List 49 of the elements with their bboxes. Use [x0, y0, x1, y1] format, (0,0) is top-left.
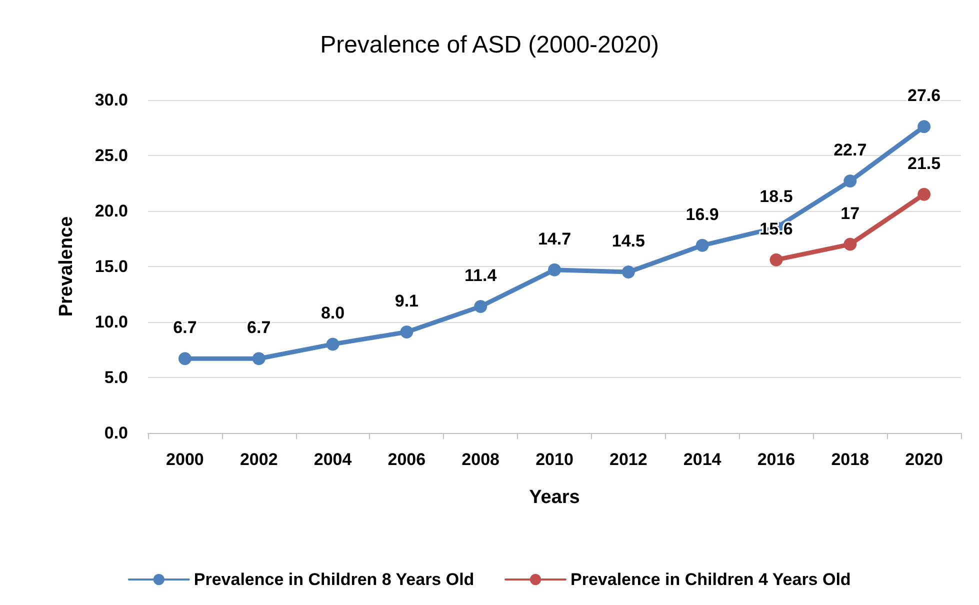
data-label: 27.6 [908, 86, 941, 106]
data-label: 6.7 [247, 318, 271, 338]
point [178, 352, 192, 366]
point [844, 174, 857, 188]
point [918, 120, 931, 134]
point [474, 300, 488, 313]
point [622, 266, 635, 279]
x-tick-label: 2020 [905, 450, 943, 469]
x-tick-label: 2002 [240, 450, 278, 469]
data-label: 14.7 [538, 229, 572, 248]
data-label: 8.0 [320, 304, 345, 323]
data-label: 9.1 [394, 291, 418, 310]
x-tick-label: 2008 [462, 450, 500, 469]
data-label: 16.9 [686, 204, 719, 224]
x-tick-label: 2004 [314, 450, 352, 469]
x-tick-label: 2000 [166, 450, 204, 469]
point [696, 238, 709, 252]
data-label: 22.7 [834, 140, 867, 160]
legend-label: Prevalence in Children 8 Years Old [194, 570, 474, 589]
point [326, 338, 340, 351]
data-label: 6.7 [173, 318, 197, 338]
y-tick-label: 0.0 [104, 424, 128, 442]
data-label: 21.5 [908, 154, 941, 173]
point [548, 263, 561, 276]
data-label: 17 [840, 204, 860, 223]
y-axis-title: Prevalence [56, 216, 77, 317]
data-label: 14.5 [612, 232, 645, 251]
x-axis-title: Years [529, 487, 580, 508]
x-tick-label: 2016 [757, 450, 796, 469]
x-tick-label: 2018 [831, 450, 870, 469]
point [252, 352, 266, 366]
y-tick-label: 5.0 [104, 368, 128, 387]
point [770, 253, 783, 266]
y-tick-label: 10.0 [94, 312, 128, 332]
point [844, 238, 857, 251]
point [400, 325, 414, 338]
y-tick-label: 15.0 [94, 257, 128, 276]
legend-label: Prevalence in Children 4 Years Old [570, 570, 851, 589]
x-tick-label: 2012 [609, 450, 648, 469]
data-label: 18.5 [760, 187, 793, 206]
data-label: 11.4 [464, 266, 498, 285]
chart-title: Prevalence of ASD (2000-2020) [320, 32, 659, 58]
y-tick-label: 25.0 [94, 146, 128, 165]
x-tick-label: 2010 [536, 450, 574, 469]
point [918, 188, 931, 201]
y-tick-label: 30.0 [94, 90, 128, 110]
x-tick-label: 2006 [388, 450, 426, 469]
y-tick-label: 20.0 [94, 202, 128, 220]
x-tick-label: 2014 [683, 450, 722, 469]
